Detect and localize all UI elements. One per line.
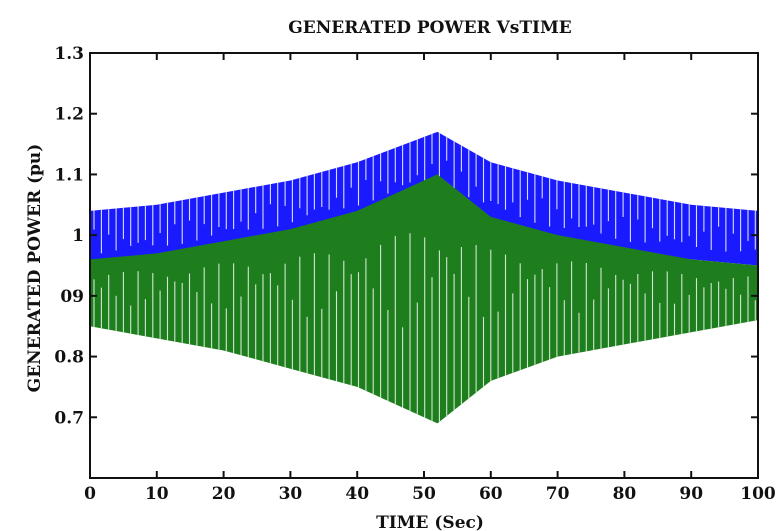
- series-1-oscillation: [93, 133, 756, 254]
- series-2-oscillation: [93, 233, 756, 422]
- axis-ticks: 0 10 20 30 40 50 60 70 80 90 100 1.3 1.2 1.1 1 09 0.8 0.7: [54, 44, 775, 504]
- y-tick-label: 0.7: [54, 408, 84, 428]
- x-tick-label: 60: [479, 484, 503, 504]
- x-tick-label: 20: [212, 484, 236, 504]
- y-axis-label: GENERATED POWER (pu): [25, 144, 45, 393]
- series-1-band: [90, 131, 758, 266]
- plot-frame: [89, 52, 759, 479]
- x-tick-label: 90: [679, 484, 703, 504]
- y-tick-label: 0.8: [54, 348, 84, 368]
- x-tick-label: 10: [145, 484, 169, 504]
- series-2-band: [90, 174, 758, 424]
- y-tick-label: 1.1: [54, 165, 84, 185]
- y-tick-label: 1.2: [54, 105, 84, 125]
- x-axis-label: TIME (Sec): [376, 513, 484, 531]
- x-tick-label: 50: [412, 484, 436, 504]
- x-tick-label: 0: [84, 484, 96, 504]
- x-tick-label: 80: [613, 484, 637, 504]
- x-tick-label: 100: [740, 484, 776, 504]
- y-tick-label: 09: [60, 287, 84, 307]
- series-2-area: [90, 174, 758, 424]
- x-tick-label: 30: [279, 484, 303, 504]
- plot-area: [90, 131, 758, 424]
- x-tick-label: 70: [546, 484, 570, 504]
- x-tick-label: 40: [345, 484, 369, 504]
- series-1-area: [90, 131, 758, 266]
- y-tick-label: 1.3: [54, 44, 84, 64]
- chart-title: GENERATED POWER VsTIME: [288, 18, 571, 38]
- y-tick-label: 1: [72, 226, 84, 246]
